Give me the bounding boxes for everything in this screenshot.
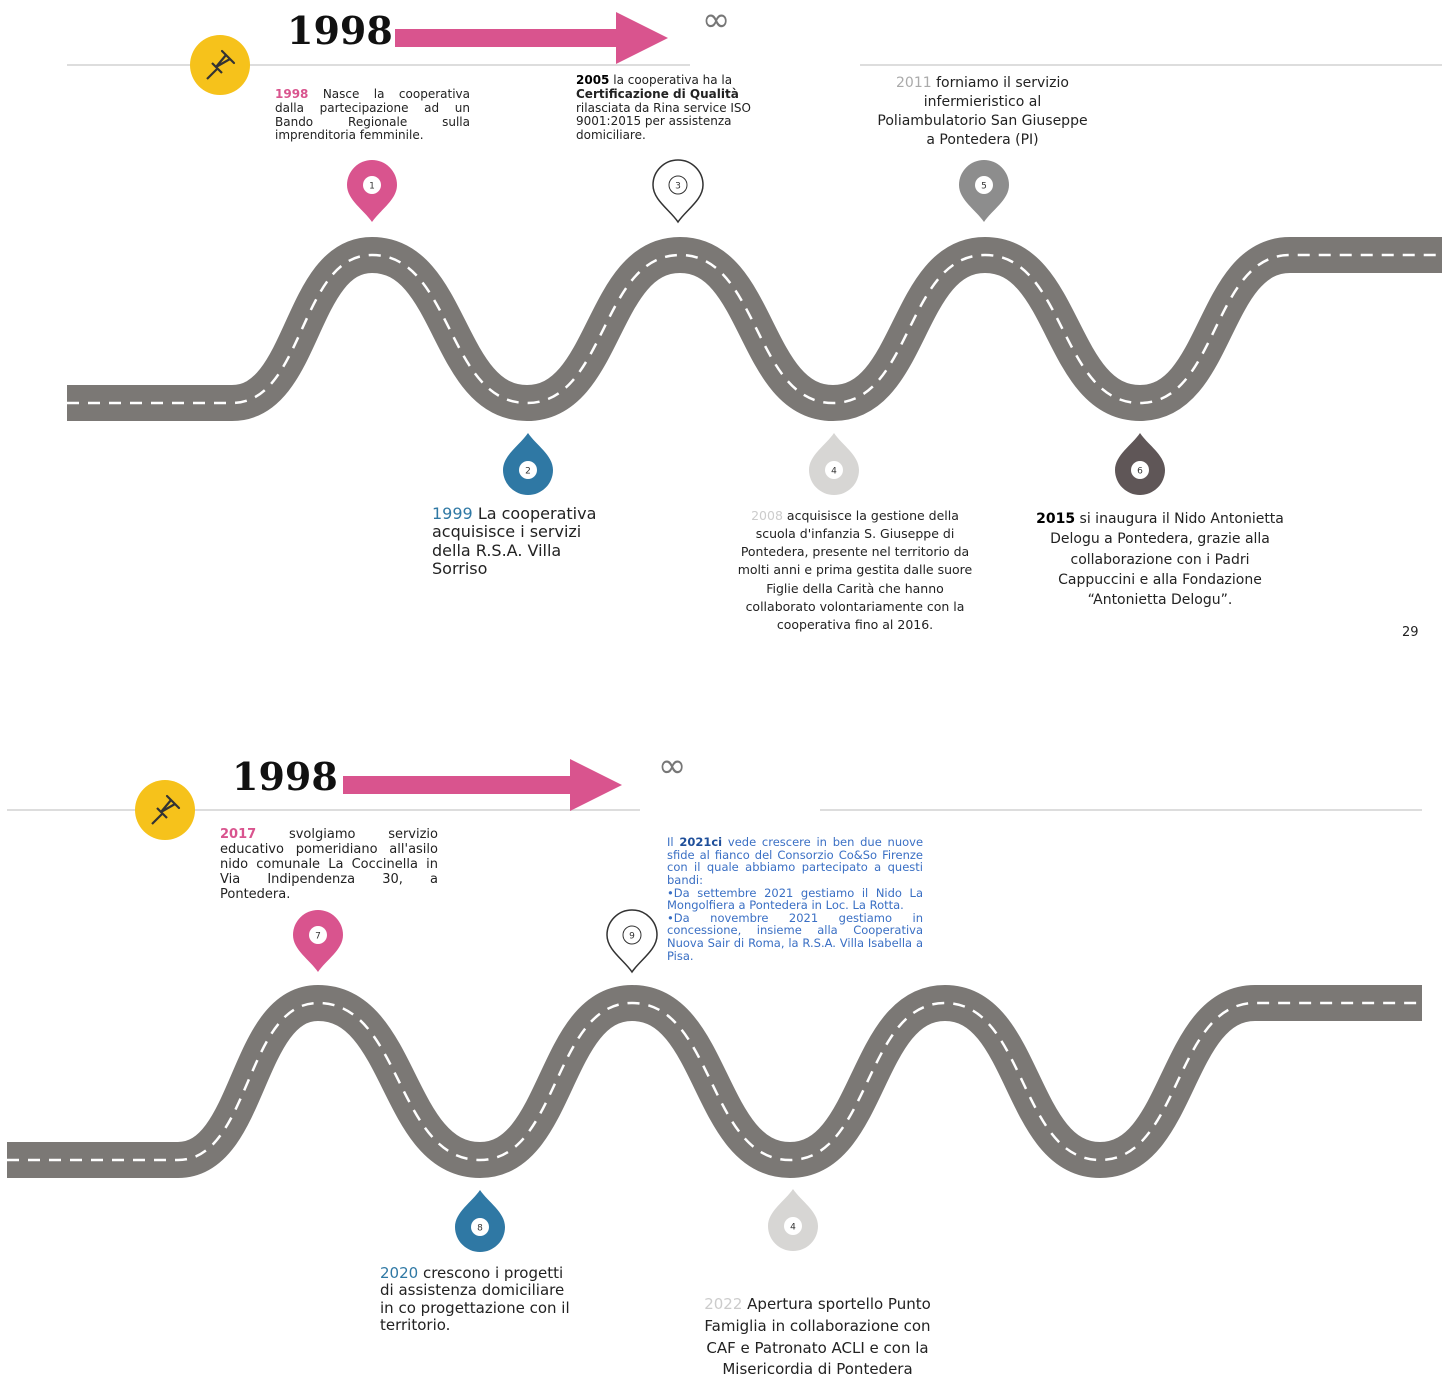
page: 1234567894 1998 ∞ 1998 ∞ 29 (() => { con…: [0, 0, 1442, 1376]
start-year: 1998: [287, 8, 393, 53]
pin-number: 4: [790, 1223, 796, 1233]
start-year: 1998: [232, 754, 338, 799]
milestone-text: 2022 Apertura sportello Punto Famiglia i…: [690, 1294, 945, 1381]
pin-number: 5: [981, 182, 987, 192]
page-number: 29: [1402, 626, 1419, 641]
milestone-body: la cooperativa ha la: [613, 73, 732, 87]
milestone-text: 1998 Nasce la cooperativa dalla partecip…: [275, 88, 470, 143]
milestone-pin: 1: [347, 160, 397, 222]
milestone-year: 2022: [704, 1295, 742, 1313]
arrow-head: [616, 12, 668, 64]
milestone-text: 2017 svolgiamo servizio educativo pomeri…: [220, 828, 438, 903]
milestone-year: 2020: [380, 1264, 418, 1282]
pin-number: 3: [675, 182, 681, 192]
milestone-year: 2015: [1036, 511, 1075, 527]
milestone-pin: 4: [809, 433, 859, 495]
pin-number: 9: [629, 932, 635, 942]
arrow-head: [570, 759, 622, 811]
milestone-year: 2008: [751, 508, 783, 523]
bullet: •Da novembre 2021 gestiamo in concession…: [667, 911, 923, 963]
pin-number: 8: [477, 1224, 483, 1234]
arrow-shaft: [395, 29, 620, 47]
milestone-text: 2011 forniamo il servizio infermieristic…: [875, 74, 1090, 150]
milestone-text: Il 2021ci vede crescere in ben due nuove…: [667, 836, 923, 962]
timeline-graphic: 1 2 3 4 5 6 7 8 9 4: [0, 0, 1442, 1376]
milestone-pin: 7: [293, 910, 343, 972]
milestone-body: si inaugura il Nido Antonietta Delogu a …: [1050, 511, 1284, 608]
milestone-pin: 4: [768, 1189, 818, 1251]
milestone-pin: 9: [607, 910, 657, 972]
milestone-year: 2005: [576, 73, 609, 87]
milestone-text: 2020 crescono i progetti di assistenza d…: [380, 1265, 580, 1334]
milestone-text: 2015 si inaugura il Nido Antonietta Delo…: [1035, 509, 1285, 610]
pin-number: 4: [831, 467, 837, 477]
arrow-shaft: [343, 776, 574, 794]
milestone-year: 2017: [220, 827, 256, 842]
end-symbol: ∞: [702, 0, 730, 40]
milestone-pin: 5: [959, 160, 1009, 222]
milestone-year: 1999: [432, 504, 473, 523]
pin-number: 6: [1137, 467, 1143, 477]
milestone-year: 2011: [896, 75, 932, 91]
milestone-highlight: Certificazione di Qualità: [576, 87, 739, 101]
pin-number: 7: [315, 932, 321, 942]
pin-number: 1: [369, 182, 375, 192]
milestone-text: 1999 La cooperativa acquisisce i servizi…: [432, 505, 610, 579]
pin-number: 2: [525, 467, 531, 477]
milestone-pin: 8: [455, 1190, 505, 1252]
milestone-pin: 3: [653, 160, 703, 222]
milestone-body: rilasciata da Rina service ISO 9001:2015…: [576, 101, 751, 143]
milestone-body: acquisisce la gestione della scuola d'in…: [738, 508, 973, 632]
milestone-year: 1998: [275, 87, 308, 101]
milestone-text: 2008 acquisisce la gestione della scuola…: [735, 507, 975, 634]
milestone-pin: 2: [503, 433, 553, 495]
milestone-pin: 6: [1115, 433, 1165, 495]
bullet: •Da settembre 2021 gestiamo il Nido La M…: [667, 886, 923, 913]
end-symbol: ∞: [658, 746, 686, 786]
